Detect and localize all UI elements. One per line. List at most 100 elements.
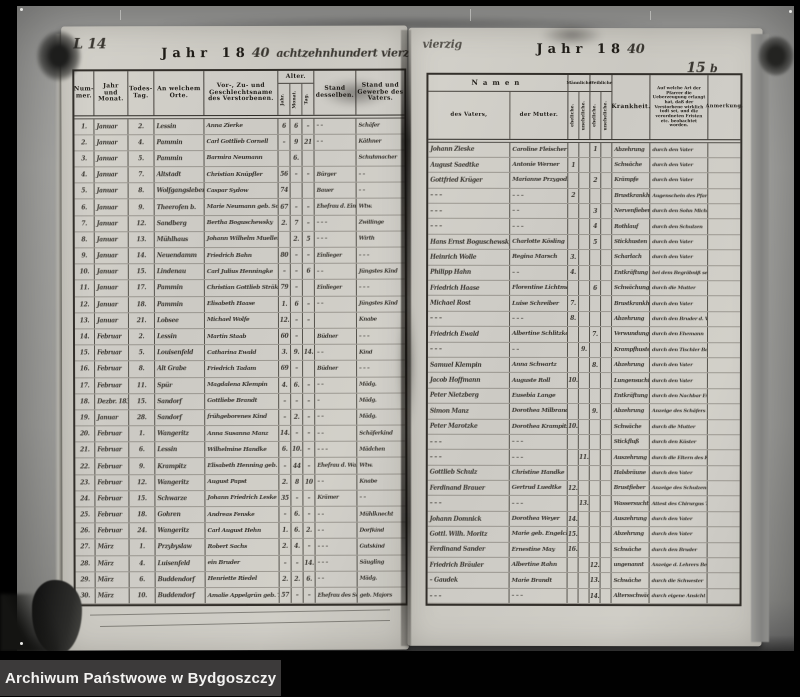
register-cell: Philipp Hahn (428, 265, 511, 280)
register-cell: Mädchen (359, 446, 385, 453)
register-cell: 20. (75, 426, 96, 442)
register-cell: 7. (568, 296, 580, 311)
register-cell: August Saedtke (428, 157, 511, 173)
register-cell: Februar (95, 442, 130, 458)
register-row: – – – – – – 13. Wassersucht Attest des Chiru… (427, 496, 740, 513)
register-cell (579, 188, 591, 204)
register-cell (567, 496, 579, 511)
register-cell (314, 312, 357, 328)
register-cell: Michael Rost (428, 296, 511, 311)
register-cell: – – – (509, 496, 568, 511)
register-cell: 13. (578, 496, 590, 511)
register-cell: Januar (94, 134, 129, 151)
register-cell: 15. (128, 264, 155, 280)
right-page-stack-edge (751, 34, 769, 642)
register-cell (579, 311, 591, 327)
column-header-anmerkung: Anmerkung. (705, 103, 744, 110)
register-cell (708, 527, 740, 541)
register-cell: Auguste Roll (509, 373, 568, 388)
register-cell (578, 419, 590, 434)
register-row: Johann Domnick Dorothea Weyer 14. Auszehrun… (427, 511, 740, 528)
register-cell (708, 389, 740, 403)
register-cell: 11. (74, 280, 95, 296)
column-header-maennliche: Männliche eheliche. uneheliche. (567, 74, 591, 140)
register-cell: durch eigene Ansicht (649, 588, 708, 604)
register-cell: 3. (568, 250, 580, 265)
register-cell (568, 173, 580, 188)
register-cell: 4 (590, 219, 602, 234)
register-row: – Gaudek Marie Brandt 13. Schwäche durch die… (427, 573, 740, 590)
register-cell: 5 (590, 234, 602, 250)
register-cell: 14. (567, 511, 579, 527)
register-cell: Mädg. (359, 575, 378, 583)
register-cell: Auszehrung (611, 450, 650, 465)
register-cell: Januar (94, 215, 129, 232)
register-cell: Gottfried Krüger (428, 173, 511, 188)
register-cell: – – – (315, 441, 358, 458)
register-cell: Anna Schwartz (509, 357, 568, 373)
ink-smudge (320, 78, 390, 108)
register-cell (708, 497, 740, 511)
register-cell: – – (315, 409, 358, 425)
register-cell (567, 434, 579, 450)
film-scratch (650, 11, 651, 20)
register-cell: Albertine Rahn (509, 557, 568, 573)
register-row: – – – – – – 14. Altersschwäche durch eigene … (427, 588, 740, 605)
register-cell: durch den Nachbar Ewald (649, 388, 708, 404)
register-cell (600, 357, 612, 373)
register-cell: 4. (129, 555, 156, 572)
register-cell (600, 342, 612, 358)
register-cell: Caroline Fleischer (510, 142, 569, 157)
register-cell: – – – (427, 588, 510, 604)
register-cell (708, 358, 740, 372)
register-cell: durch den Vater (650, 234, 709, 250)
register-cell (601, 204, 613, 219)
register-cell: Ferdinand Sander (427, 542, 510, 557)
register-cell: August Papst (205, 474, 280, 490)
register-cell: 25. (75, 507, 96, 523)
register-cell: 9. (291, 344, 304, 361)
register-cell: – – – (427, 342, 510, 357)
register-row: 25. Februar 18. Gohren Andreas Fenske –6. – – –… (75, 506, 406, 524)
register-cell: Luisenfeld (155, 555, 206, 571)
register-cell: Amalie Appelgrün geb. Thiel (205, 587, 280, 604)
register-cell (567, 404, 579, 419)
register-cell (578, 558, 590, 573)
register-cell (708, 543, 740, 557)
register-cell (601, 265, 613, 281)
register-cell: – – (359, 495, 366, 502)
register-row: Samuel Klempin Anna Schwartz 8. Abzehrung du… (427, 357, 740, 374)
register-cell: Knabe (359, 478, 378, 485)
register-cell: Schäfer (358, 122, 380, 129)
register-cell (601, 311, 613, 327)
register-row: Philipp Hahn – –4. Entkräftung bei dem Begr… (428, 265, 741, 282)
register-cell: – – (315, 522, 358, 539)
register-cell (579, 142, 591, 157)
register-cell: durch den Vater (650, 296, 709, 312)
register-cell: Januar (94, 280, 129, 296)
left-page-title: Jahr 18 40 achtzehnhundert vierzig (161, 45, 421, 62)
register-cell: Anzeige des Schäfers Manz (649, 404, 708, 419)
register-cell (590, 157, 602, 173)
register-cell (589, 342, 601, 357)
register-cell: 2 (590, 173, 602, 188)
register-cell: Februar (95, 377, 130, 394)
register-cell (578, 511, 590, 527)
register-cell (579, 265, 591, 281)
register-cell (708, 343, 740, 357)
register-cell: Pammin (154, 150, 205, 167)
register-cell (579, 219, 591, 234)
register-cell (567, 573, 579, 588)
register-cell: Schwäche (611, 573, 650, 588)
register-cell: 4. (74, 167, 95, 183)
register-cell: März (95, 555, 130, 572)
register-row: Michael Rost Luise Schreiber 7. Brustkrankh… (428, 296, 741, 313)
column-header-maennlich-unehelich: uneheliche. (581, 100, 587, 131)
register-cell: durch die Mutter (650, 281, 709, 296)
register-cell: Louisenfeld (155, 345, 206, 361)
register-cell: – (290, 312, 303, 328)
register-row: 26. Februar 24. Wangeritz Carl August Hehn 1.… (75, 522, 406, 540)
register-cell: bei dem Begräbniß selbst (650, 265, 709, 281)
column-header-alter: Alter. Jahr. Monat. Tag. (278, 70, 315, 115)
register-row: 22. Februar 9. Krampitz Elisabeth Henning ge… (75, 457, 406, 476)
